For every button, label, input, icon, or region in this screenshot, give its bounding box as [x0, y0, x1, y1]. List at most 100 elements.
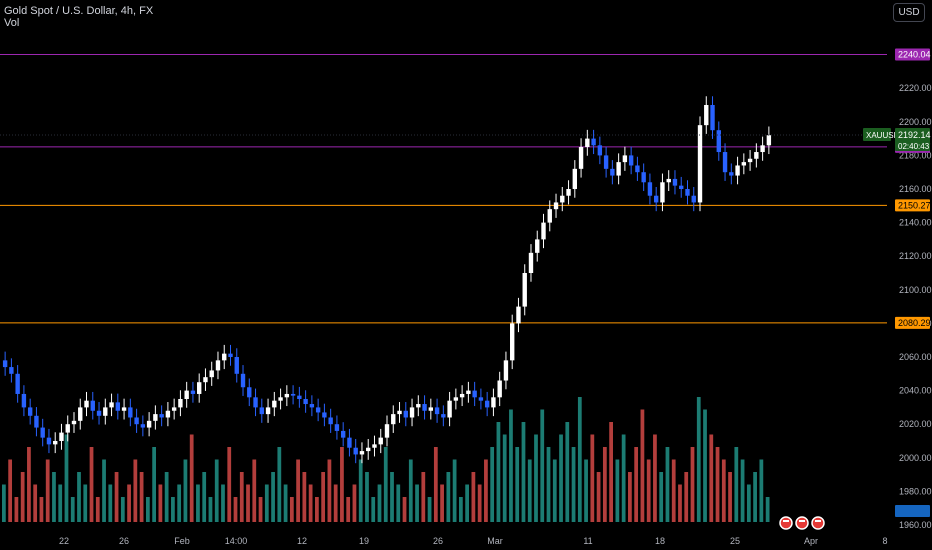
y-tick-label: 2180.00: [899, 150, 932, 160]
candle-body: [653, 195, 659, 203]
candle-body: [560, 195, 565, 203]
volume-bar: [371, 497, 376, 522]
candle-body: [685, 189, 690, 196]
candle-body: [253, 397, 258, 408]
volume-bar: [77, 472, 81, 522]
volume-bar: [521, 422, 526, 522]
level-label: 2080.29: [898, 318, 931, 328]
flag-icon-stripe: [783, 520, 789, 522]
candle-body: [641, 172, 646, 183]
candle-body: [416, 404, 421, 408]
x-tick-label: 18: [655, 536, 665, 546]
volume-bar: [346, 497, 351, 522]
candle-body: [566, 189, 571, 196]
volume-bar: [352, 484, 357, 522]
volume-bar: [515, 447, 520, 522]
candle-body: [503, 360, 509, 381]
volume-bar: [196, 484, 200, 522]
current-price-bg: [895, 128, 930, 152]
volume-bar: [740, 459, 745, 522]
currency-button[interactable]: USD: [893, 3, 925, 22]
volume-bar: [283, 484, 288, 522]
candle-body: [466, 390, 471, 394]
candle-body: [234, 357, 239, 374]
flag-icon: [779, 516, 793, 530]
volume-bar: [127, 484, 131, 522]
candle-body: [553, 202, 559, 210]
volume-bar: [615, 459, 620, 522]
candle-body: [691, 195, 696, 203]
volume-bar: [8, 459, 13, 522]
volume-bar: [45, 459, 50, 522]
candle-body: [735, 165, 740, 176]
volume-bar: [546, 447, 551, 522]
candle-body: [660, 182, 665, 203]
volume-bar: [264, 484, 269, 522]
candle-body: [84, 400, 89, 408]
volume-bar: [289, 497, 294, 522]
volume-bar: [108, 484, 113, 522]
volume-bar: [296, 459, 300, 522]
volume-bar: [678, 484, 682, 522]
volume-bar: [145, 497, 150, 522]
volume-bar: [621, 434, 626, 522]
candle-body: [372, 444, 377, 448]
candle-body: [96, 410, 102, 416]
volume-bar: [133, 459, 138, 522]
candle-body: [541, 222, 546, 240]
x-tick-label: 12: [297, 536, 307, 546]
volume-bar: [452, 459, 457, 522]
candle-body: [766, 135, 772, 146]
x-tick-label: 26: [433, 536, 443, 546]
candle-body: [240, 373, 246, 388]
candle-body: [597, 145, 603, 156]
candle-body: [278, 397, 283, 401]
volume-bar: [590, 434, 595, 522]
volume-bar: [221, 484, 225, 522]
candle-body: [322, 412, 327, 418]
volume-bar: [214, 459, 219, 522]
candle-body: [209, 370, 214, 378]
volume-bar: [490, 447, 495, 522]
y-tick-label: 2120.00: [899, 251, 932, 261]
candle-body: [153, 414, 158, 421]
volume-bar: [421, 472, 426, 522]
candle-body: [603, 155, 609, 169]
candle-body: [447, 400, 452, 418]
candle-body: [340, 430, 346, 438]
volume-bar: [333, 484, 338, 522]
volume-bar: [39, 497, 44, 522]
candle-body: [171, 407, 177, 411]
candle-body: [115, 402, 121, 411]
volume-bar: [139, 472, 144, 522]
candle-body: [53, 441, 58, 445]
volume-bar: [2, 484, 6, 522]
candle-body: [741, 162, 747, 166]
volume-bar: [665, 447, 670, 522]
candle-body: [159, 414, 164, 418]
volume-bar: [646, 459, 651, 522]
volume-bar: [189, 434, 194, 522]
volume-bar: [365, 472, 369, 522]
candle-body: [15, 373, 20, 394]
volume-bar: [358, 459, 363, 522]
volume-bar: [440, 484, 444, 522]
level-label-bg: [895, 199, 930, 212]
candle-body: [259, 407, 264, 415]
candle-body: [478, 397, 484, 401]
volume-bar: [14, 497, 19, 522]
volume-bar: [27, 447, 31, 522]
volume-bar: [659, 472, 664, 522]
volume-bar: [171, 497, 175, 522]
volume-bar: [383, 447, 388, 522]
volume-bar: [315, 497, 319, 522]
symbol-label: XAUUSD: [866, 131, 900, 140]
volume-bar: [571, 447, 576, 522]
candle-body: [434, 407, 440, 415]
candle-body: [90, 400, 95, 411]
volume-bar: [271, 472, 275, 522]
candle-body: [366, 447, 371, 452]
candle-body: [303, 399, 308, 405]
volume-bar: [246, 484, 250, 522]
